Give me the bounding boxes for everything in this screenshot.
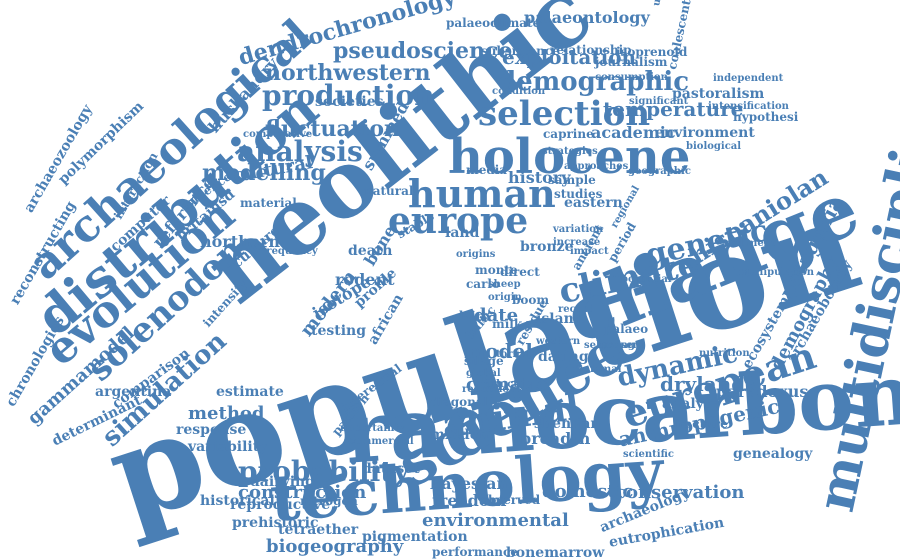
word-midden: midden bbox=[430, 428, 489, 442]
word-land: land bbox=[445, 226, 479, 240]
word-environmental: environmental bbox=[422, 512, 569, 530]
word-genealogy: genealogy bbox=[733, 447, 812, 461]
word-global: global bbox=[466, 369, 501, 379]
word-breadth: breadth bbox=[520, 431, 590, 447]
word-significant: significant bbox=[629, 97, 688, 107]
word-palaeontology: palaeontology bbox=[524, 10, 650, 26]
word-independent: independent bbox=[713, 74, 783, 84]
word-death: death bbox=[348, 244, 392, 258]
word-caprine: caprine bbox=[543, 128, 594, 140]
word-approaches: approaches bbox=[564, 162, 628, 172]
word-paradoxus: paradoxus bbox=[716, 384, 808, 400]
word-understanding: understanding bbox=[652, 0, 679, 7]
word-frequency: frequency bbox=[262, 247, 318, 257]
word-tetraether: tetraether bbox=[278, 523, 358, 537]
word-nitrogen: nitrogen bbox=[300, 495, 358, 507]
word-coalescent: coalescent bbox=[666, 0, 693, 70]
word-shennan: shennan bbox=[534, 417, 601, 431]
word-reduction: reduction bbox=[462, 385, 516, 395]
word-geographic: geographic bbox=[628, 167, 691, 177]
word-analyse: analyse bbox=[662, 397, 721, 411]
word-dataset: dataset bbox=[362, 462, 420, 476]
word-environment: environment bbox=[655, 126, 755, 140]
word-comparative: comparative bbox=[243, 130, 312, 140]
word-palaeo: palaeo bbox=[604, 323, 648, 335]
word-commercial: commercial bbox=[348, 437, 414, 447]
word-selecting: selecting bbox=[584, 341, 635, 351]
word-media: media bbox=[466, 164, 507, 176]
word-journalism: journalism bbox=[595, 56, 667, 68]
word-scientific: scientific bbox=[623, 450, 674, 460]
word-dairying: dairying bbox=[250, 475, 315, 489]
word-direct: direct bbox=[500, 266, 540, 278]
word-dairy: dairy bbox=[455, 310, 489, 322]
word-material: material bbox=[240, 197, 297, 209]
word-dating: dating bbox=[538, 350, 589, 364]
word-fracture: fracture bbox=[673, 418, 728, 430]
word-consumption: consumption bbox=[595, 73, 668, 83]
word-mammal: mammal bbox=[573, 365, 622, 375]
word-historical: historical bbox=[200, 494, 275, 508]
word-impact: impact bbox=[570, 247, 609, 257]
word-manipulation: manipulation bbox=[739, 268, 814, 278]
word-natural: natural bbox=[364, 185, 413, 197]
word-observed: observed bbox=[480, 494, 540, 506]
word-testing: testing bbox=[311, 324, 366, 338]
word-strategies: strategies bbox=[542, 147, 598, 157]
word-diagonal: diagonal bbox=[430, 396, 488, 408]
word-boom: boom bbox=[512, 294, 549, 306]
word-response: response bbox=[176, 423, 246, 437]
word-method: method bbox=[188, 405, 265, 423]
word-eastern: eastern bbox=[564, 196, 623, 210]
word-potential: potential bbox=[621, 275, 672, 285]
word-uncertainty: uncertainty bbox=[340, 424, 405, 434]
word-origins: origins bbox=[456, 250, 495, 260]
word-silage: silage bbox=[464, 355, 504, 367]
word-sample: sample bbox=[548, 174, 596, 186]
word-western: western bbox=[536, 337, 580, 347]
word-record: record bbox=[558, 305, 595, 315]
word-bayesian: bayesian bbox=[430, 476, 508, 492]
word-biological: biological bbox=[686, 142, 741, 152]
word-estimate: estimate bbox=[216, 385, 284, 399]
word-condition: condition bbox=[492, 87, 545, 97]
word-sheep: sheep bbox=[488, 280, 521, 290]
word-bonemarrow: bonemarrow bbox=[506, 546, 604, 560]
word-milk: milk bbox=[492, 318, 522, 330]
word-sediment: sediment bbox=[724, 239, 776, 249]
word-variability: variability bbox=[188, 440, 267, 454]
word-pigmentation: pigmentation bbox=[362, 530, 468, 544]
word-nutrition: nutrition bbox=[699, 349, 750, 359]
word-societies: societies bbox=[315, 95, 384, 109]
word-subsistence: subsistence bbox=[481, 45, 560, 57]
word-domestic: domestic bbox=[542, 483, 633, 501]
word-hypothesi: hypothesi bbox=[733, 111, 798, 123]
word-northwestern: northwestern bbox=[265, 62, 430, 84]
